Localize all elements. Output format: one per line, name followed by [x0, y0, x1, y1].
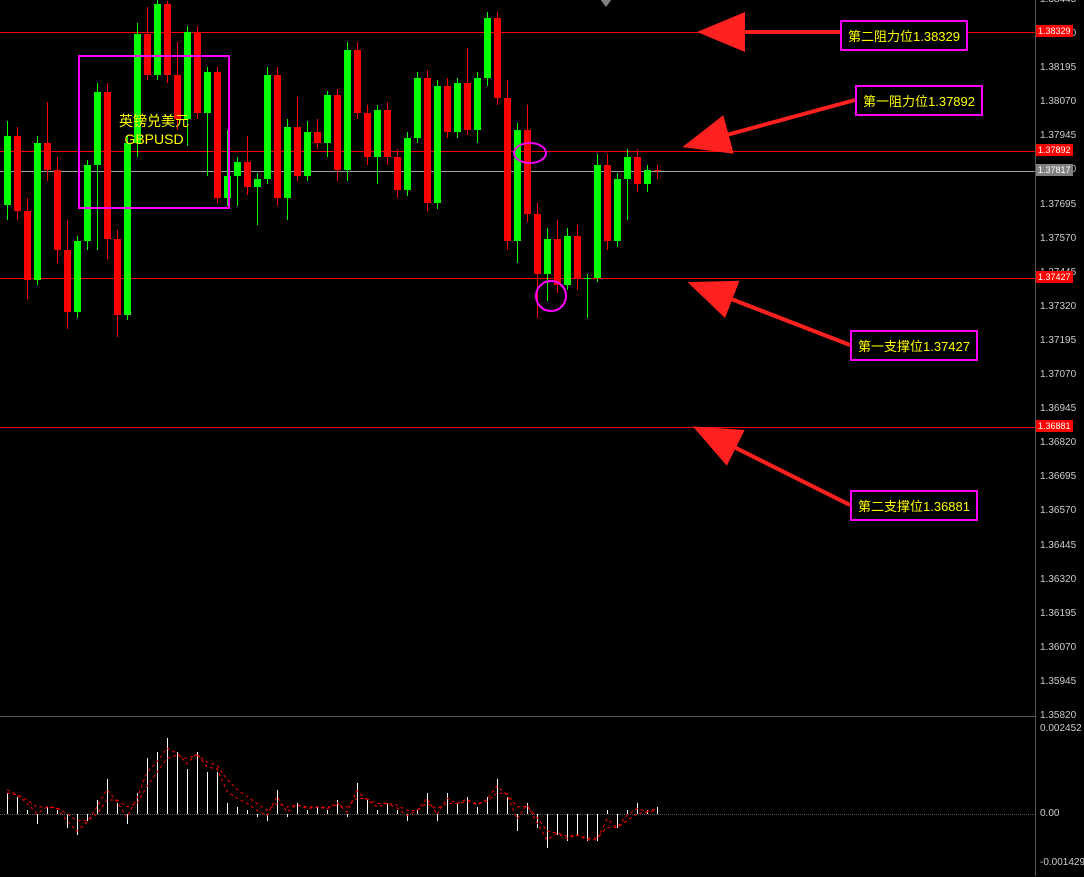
price-tick: 1.37070	[1040, 369, 1076, 380]
price-tick: 1.35945	[1040, 676, 1076, 687]
price-tick: 1.36570	[1040, 505, 1076, 516]
chart-top-marker	[600, 0, 612, 7]
price-tick: 1.37570	[1040, 233, 1076, 244]
macd-line	[0, 717, 1035, 876]
price-tick: 1.36695	[1040, 471, 1076, 482]
price-tick: 1.37945	[1040, 130, 1076, 141]
macd-tick: 0.00	[1040, 808, 1059, 819]
price-tag: 1.36881	[1036, 420, 1073, 432]
price-tick: 1.36945	[1040, 403, 1076, 414]
price-tick: 1.36445	[1040, 540, 1076, 551]
price-tag: 1.37892	[1036, 144, 1073, 156]
price-tick: 1.36070	[1040, 642, 1076, 653]
price-tag: 1.37817	[1036, 164, 1073, 176]
price-yaxis: 1.384451.383201.381951.380701.379451.378…	[1036, 0, 1084, 716]
price-tick: 1.36195	[1040, 608, 1076, 619]
macd-chart[interactable]	[0, 717, 1036, 876]
price-tick: 1.36820	[1040, 437, 1076, 448]
price-tick: 1.37320	[1040, 301, 1076, 312]
price-tick: 1.36320	[1040, 574, 1076, 585]
price-tag: 1.37427	[1036, 271, 1073, 283]
price-tick: 1.38195	[1040, 62, 1076, 73]
price-tick: 1.37195	[1040, 335, 1076, 346]
price-tick: 1.37695	[1040, 199, 1076, 210]
price-tick: 1.38070	[1040, 96, 1076, 107]
price-chart[interactable]: 英镑兑美元GBPUSD第二阻力位1.38329第一阻力位1.37892第一支撑位…	[0, 0, 1036, 717]
price-tick: 1.38445	[1040, 0, 1076, 5]
price-tag: 1.38329	[1036, 25, 1073, 37]
macd-yaxis: 0.002452 0.00 -0.001429	[1036, 717, 1084, 876]
macd-tick: -0.001429	[1040, 857, 1084, 868]
macd-tick: 0.002452	[1040, 723, 1082, 734]
arrow-annotation	[0, 0, 1035, 716]
